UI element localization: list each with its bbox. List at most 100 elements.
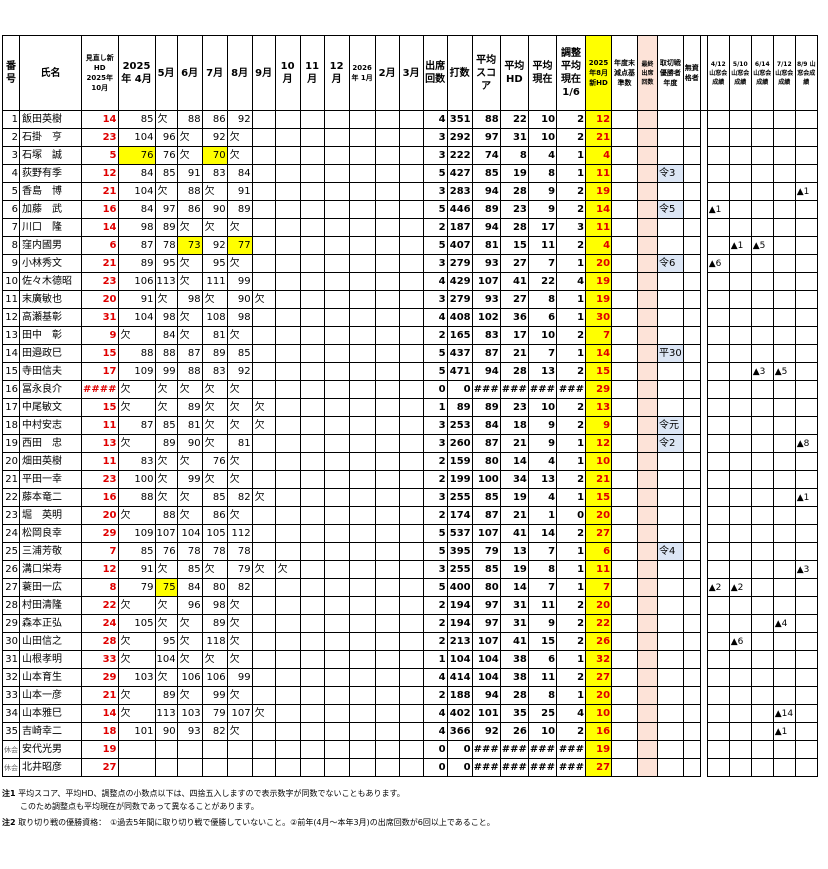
total-strokes: 407 (446, 236, 473, 255)
monthly-score (398, 488, 424, 507)
monthly-score (274, 164, 301, 183)
table-row: 11 末廣敏也 20 91 欠 98 欠 90 欠 3 279 93 27 8 1 19 (2, 290, 818, 309)
member-name: 山本育生 (19, 668, 82, 687)
event-result (706, 362, 730, 381)
year-end-base (611, 560, 639, 579)
review-hd: 27 (81, 758, 119, 777)
monthly-score (348, 632, 376, 651)
total-strokes: 253 (446, 416, 473, 435)
row-number: 7 (2, 218, 20, 237)
event-result (772, 326, 796, 345)
monthly-score (323, 398, 350, 417)
event-result (728, 398, 752, 417)
monthly-score (251, 506, 276, 525)
adjusted-avg: 1 (556, 146, 587, 165)
monthly-score (251, 110, 276, 129)
table-row: 15 寺田信夫 17 109 99 88 83 92 5 471 94 28 13 2 15 ▲3 ▲5 (2, 362, 818, 381)
column-gap (699, 182, 708, 201)
avg-score: 104 (471, 650, 501, 669)
final-attend (637, 470, 659, 489)
avg-now: 10 (527, 326, 558, 345)
monthly-score: 欠 (201, 218, 228, 237)
avg-score: 80 (471, 452, 501, 471)
final-attend (637, 380, 659, 399)
avg-now: 1 (527, 506, 558, 525)
column-gap (699, 146, 708, 165)
review-hd: 22 (81, 596, 119, 615)
attend-count: 3 (422, 254, 448, 273)
review-hd: 21 (81, 254, 119, 273)
review-hd: 5 (81, 146, 119, 165)
new-hd: 6 (585, 542, 613, 561)
avg-hd: 34 (499, 470, 529, 489)
row-number: 休会 (2, 758, 20, 777)
final-attend (637, 668, 659, 687)
adjusted-avg: 2 (556, 596, 587, 615)
review-hd: 29 (81, 524, 119, 543)
monthly-score (348, 704, 376, 723)
year-end-base (611, 668, 639, 687)
event-result (728, 722, 752, 741)
event-result (750, 488, 774, 507)
table-row: 18 中村安志 11 87 85 81 欠欠欠 3 253 84 18 9 2 9 令元 (2, 416, 818, 435)
event-result (794, 686, 818, 705)
event-result (706, 596, 730, 615)
total-strokes: 414 (446, 668, 473, 687)
year-end-base (611, 110, 639, 129)
table-row: 30 山田信之 28 欠 95 欠 118 欠 2 213 107 41 15 2 26 ▲6 (2, 632, 818, 651)
winner-year (657, 722, 684, 741)
adjusted-avg: 2 (556, 182, 587, 201)
monthly-score (374, 470, 400, 489)
event-result (728, 182, 752, 201)
winner-year (657, 128, 684, 147)
avg-score: 92 (471, 722, 501, 741)
event-result (750, 326, 774, 345)
monthly-score (348, 560, 376, 579)
monthly-score: 欠 (117, 380, 156, 399)
table-row: 25 三浦芳敬 7 85 76 78 78 78 5 395 79 13 7 1 6 令4 (2, 542, 818, 561)
monthly-score (374, 146, 400, 165)
header-attend: 出席回数 (422, 35, 448, 111)
table-row: 29 森本正弘 24 105 欠欠 89 欠 2 194 97 31 9 2 22 ▲4 (2, 614, 818, 633)
row-number: 11 (2, 290, 20, 309)
monthly-score (398, 470, 424, 489)
event-result (772, 578, 796, 597)
monthly-score (374, 722, 400, 741)
monthly-score (323, 758, 350, 777)
monthly-score (348, 596, 376, 615)
event-result: ▲6 (728, 632, 752, 651)
final-attend (637, 398, 659, 417)
row-number: 21 (2, 470, 20, 489)
monthly-score: 欠 (226, 614, 253, 633)
monthly-score (398, 434, 424, 453)
attend-count: 1 (422, 650, 448, 669)
monthly-score: 104 (117, 128, 156, 147)
new-hd: 27 (585, 758, 613, 777)
new-hd: 19 (585, 272, 613, 291)
header-month: 2026年 1月 (348, 35, 376, 111)
monthly-score (251, 236, 276, 255)
monthly-score (374, 290, 400, 309)
event-result: ▲1 (728, 236, 752, 255)
header-row: 番号 氏名 見直し新HD 2025年10月 2025年 4月 5月 6月 7月 … (2, 35, 818, 111)
column-gap (699, 758, 708, 777)
review-hd: 20 (81, 290, 119, 309)
event-result (750, 164, 774, 183)
row-number: 34 (2, 704, 20, 723)
monthly-score (348, 326, 376, 345)
monthly-score (274, 632, 301, 651)
monthly-score (348, 470, 376, 489)
avg-now: ### (527, 758, 558, 777)
member-name: 北井昭彦 (19, 758, 82, 777)
new-hd: 11 (585, 164, 613, 183)
year-end-base (611, 488, 639, 507)
monthly-score: 92 (226, 110, 253, 129)
final-attend (637, 560, 659, 579)
monthly-score: 86 (201, 506, 228, 525)
no-qualification (682, 470, 701, 489)
attend-count: 3 (422, 128, 448, 147)
monthly-score: 欠 (226, 254, 253, 273)
attend-count: 4 (422, 668, 448, 687)
monthly-score: 97 (154, 200, 178, 219)
monthly-score (374, 596, 400, 615)
